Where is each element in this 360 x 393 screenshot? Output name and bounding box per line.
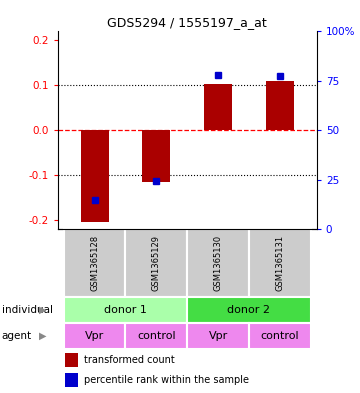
Bar	[66, 373, 78, 387]
Title: GDS5294 / 1555197_a_at: GDS5294 / 1555197_a_at	[107, 16, 267, 29]
Text: ▶: ▶	[40, 305, 47, 315]
Text: GSM1365129: GSM1365129	[152, 235, 161, 291]
Text: Vpr: Vpr	[208, 331, 228, 341]
Text: donor 2: donor 2	[228, 305, 270, 315]
Bar	[204, 84, 232, 130]
Text: ▶: ▶	[40, 331, 47, 341]
Text: Vpr: Vpr	[85, 331, 104, 341]
Bar	[249, 323, 311, 349]
Text: individual: individual	[2, 305, 53, 315]
Text: GSM1365128: GSM1365128	[90, 235, 99, 291]
Bar	[81, 130, 108, 222]
Bar	[187, 323, 249, 349]
Bar	[187, 297, 311, 323]
Bar	[64, 323, 126, 349]
Bar	[187, 229, 249, 297]
Bar	[266, 81, 294, 130]
Text: GSM1365130: GSM1365130	[213, 235, 222, 291]
Bar	[126, 323, 187, 349]
Text: control: control	[260, 331, 299, 341]
Bar	[126, 229, 187, 297]
Bar	[249, 229, 311, 297]
Text: donor 1: donor 1	[104, 305, 147, 315]
Text: GSM1365131: GSM1365131	[275, 235, 284, 291]
Text: agent: agent	[2, 331, 32, 341]
Text: transformed count: transformed count	[84, 355, 174, 365]
Bar	[143, 130, 170, 182]
Text: control: control	[137, 331, 176, 341]
Bar	[64, 297, 187, 323]
Bar	[64, 229, 126, 297]
Text: percentile rank within the sample: percentile rank within the sample	[84, 375, 248, 385]
Bar	[66, 353, 78, 367]
